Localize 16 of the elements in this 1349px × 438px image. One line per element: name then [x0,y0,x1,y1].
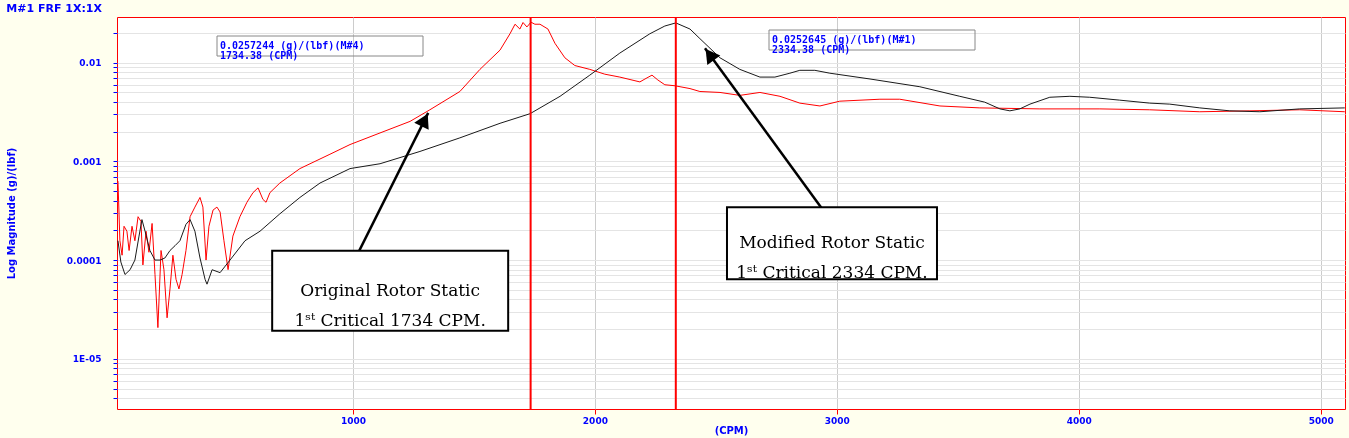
annotation: 0.0257244 (g)/(lbf)(M#4) 1734.38 (CPM) [220,40,365,61]
y-tick-label: 1E-05 [72,354,102,365]
annotation: Modified Rotor Static 1ˢᵗ Critical 2334 CPM. [736,232,928,283]
x-tick-label: 2000 [582,415,608,426]
chart-title: M#1 FRF 1X:1X [6,2,103,15]
y-tick-label: 0.001 [73,156,102,167]
y-tick-label: 0.0001 [66,255,102,266]
annotation: 0.0252645 (g)/(lbf)(M#1) 2334.38 (CPM) [772,34,917,55]
x-tick-label: 3000 [824,415,850,426]
x-tick-label: 5000 [1308,415,1334,426]
x-tick-label: 4000 [1066,415,1092,426]
x-axis-title: (CPM) [714,424,749,436]
y-tick-label: 0.01 [79,58,102,69]
y-axis-title: Log Magnitude (g)/(lbf) [5,147,17,280]
x-tick-label: 1000 [340,415,366,426]
annotation: Original Rotor Static 1ˢᵗ Critical 1734 CPM. [294,279,486,330]
